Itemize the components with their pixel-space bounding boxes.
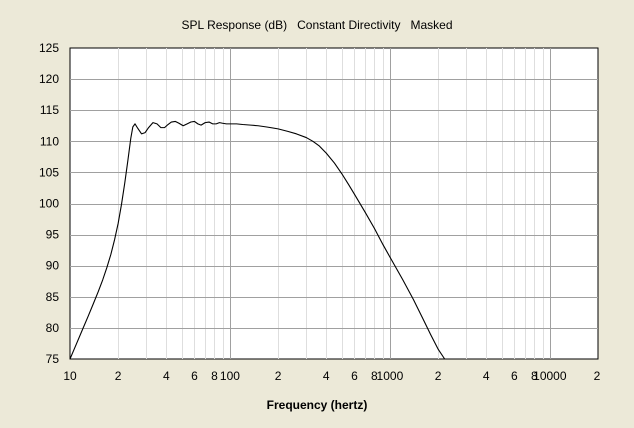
x-tick-label: 2	[435, 369, 442, 383]
x-tick-label: 4	[483, 369, 490, 383]
y-tick-label: 90	[46, 259, 60, 273]
x-tick-label: 2	[594, 369, 601, 383]
spl-response-line	[69, 120, 450, 360]
grid-lines	[70, 48, 598, 359]
x-tick-label: 2	[115, 369, 122, 383]
x-tick-label: 8	[211, 369, 218, 383]
x-axis-label: Frequency (hertz)	[267, 398, 368, 412]
y-axis-ticks: 75 80 85 90 95 100 105 110 115 120 125	[39, 41, 59, 366]
y-tick-label: 115	[40, 103, 59, 117]
x-tick-label: 6	[351, 369, 358, 383]
y-tick-label: 105	[39, 165, 59, 179]
x-tick-label: 6	[191, 369, 198, 383]
x-tick-label: 1000	[377, 369, 404, 383]
x-tick-label: 6	[511, 369, 518, 383]
y-tick-label: 100	[39, 197, 59, 211]
x-tick-label: 8	[371, 369, 378, 383]
y-tick-label: 120	[39, 72, 59, 86]
y-tick-label: 80	[46, 321, 60, 335]
x-tick-label: 10	[63, 369, 77, 383]
y-tick-label: 95	[46, 228, 60, 242]
chart-title: SPL Response (dB) Constant Directivity M…	[182, 18, 453, 32]
y-tick-label: 125	[39, 41, 59, 55]
x-tick-label: 4	[163, 369, 170, 383]
x-tick-label: 4	[323, 369, 330, 383]
series-layer	[69, 120, 450, 360]
x-tick-label: 2	[275, 369, 282, 383]
x-tick-label: 10000	[533, 369, 567, 383]
x-tick-label: 100	[220, 369, 240, 383]
plot-area	[69, 47, 599, 360]
x-tick-label: 8	[531, 369, 538, 383]
y-tick-label: 110	[40, 134, 59, 148]
y-tick-label: 75	[46, 352, 60, 366]
y-tick-label: 85	[46, 290, 60, 304]
